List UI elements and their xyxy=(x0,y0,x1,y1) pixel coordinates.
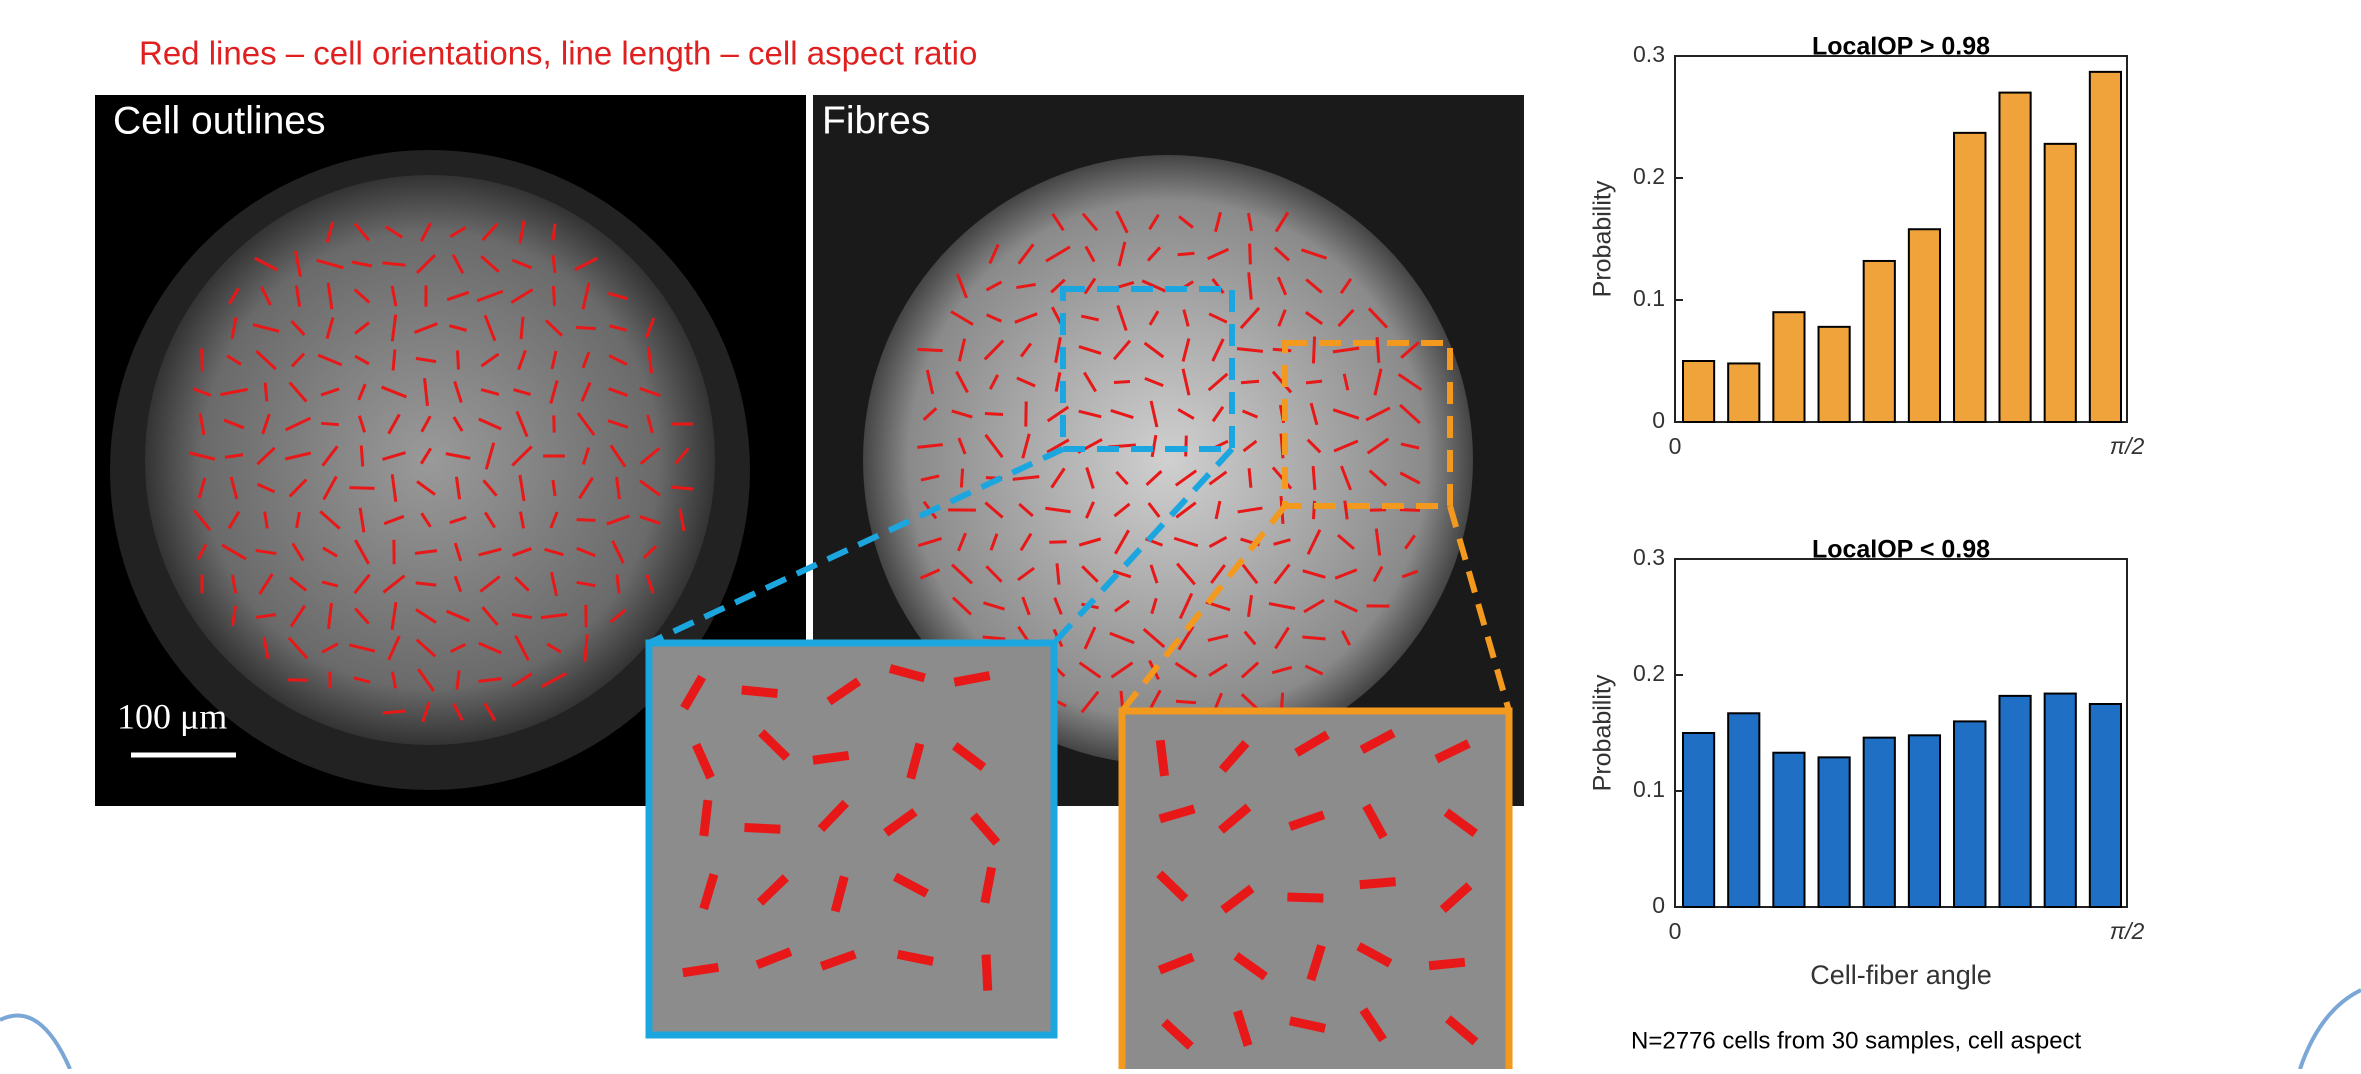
bar xyxy=(1819,757,1850,907)
y-tick-label: 0.3 xyxy=(1633,41,1665,67)
orientation-line xyxy=(393,350,395,371)
orientation-line xyxy=(361,446,362,467)
orientation-line xyxy=(1249,468,1251,487)
orientation-line xyxy=(917,349,942,350)
orientation-line xyxy=(1287,897,1323,898)
footnote: N=2776 cells from 30 samples, cell aspec… xyxy=(1631,1027,2082,1054)
orientation-line xyxy=(349,488,374,489)
orientation-line xyxy=(1360,882,1396,885)
orientation-line xyxy=(1302,637,1325,639)
x-tick-label: 0 xyxy=(1669,918,1682,944)
y-tick-label: 0 xyxy=(1652,892,1665,918)
orientation-line xyxy=(1176,701,1196,703)
bar xyxy=(1954,721,1985,907)
x-tick-label: π/2 xyxy=(2110,433,2145,459)
decor-arc xyxy=(0,1016,70,1069)
y-tick-label: 0 xyxy=(1652,407,1665,433)
y-tick-label: 0.3 xyxy=(1633,544,1665,570)
orientation-line xyxy=(1313,466,1315,490)
orientation-line xyxy=(553,224,555,240)
orientation-line xyxy=(983,637,1006,639)
orientation-line xyxy=(961,469,962,488)
orientation-line xyxy=(321,423,339,424)
y-tick-label: 0.2 xyxy=(1633,163,1665,189)
bar xyxy=(2090,704,2121,907)
orientation-line xyxy=(813,755,849,760)
bar xyxy=(1909,735,1940,907)
bar xyxy=(1683,361,1714,422)
orientation-line xyxy=(1370,510,1386,511)
bar xyxy=(1864,261,1895,422)
bar xyxy=(1728,713,1759,907)
y-tick-label: 0.1 xyxy=(1633,285,1665,311)
orientation-line xyxy=(383,711,406,713)
panel-label: Cell outlines xyxy=(113,99,325,142)
orientation-line xyxy=(1313,337,1314,364)
figure: Red lines – cell orientations, line leng… xyxy=(0,0,2361,1069)
bar xyxy=(1999,93,2030,422)
orientation-line xyxy=(521,317,523,339)
orientation-line xyxy=(577,520,596,521)
orientation-line xyxy=(1057,563,1059,584)
scale-bar-label: 100 μm xyxy=(117,696,227,736)
bar xyxy=(2090,72,2121,422)
bar xyxy=(1728,363,1759,422)
orientation-line xyxy=(1400,510,1420,511)
orientation-line xyxy=(1178,253,1195,254)
orientation-line xyxy=(986,955,988,991)
orientation-line xyxy=(1429,962,1465,966)
orientation-line xyxy=(458,351,459,370)
orientation-line xyxy=(744,828,780,830)
bar xyxy=(2045,694,2076,907)
orientation-line xyxy=(1306,381,1322,383)
annotation: Red lines – cell orientations, line leng… xyxy=(139,35,977,72)
chart-title: LocalOP > 0.98 xyxy=(1812,33,1990,61)
orientation-line xyxy=(617,575,619,594)
orientation-line xyxy=(742,690,778,694)
orientation-line xyxy=(553,286,554,306)
bar xyxy=(1864,738,1895,907)
x-tick-label: 0 xyxy=(1669,433,1682,459)
y-axis-label: Probability xyxy=(1589,180,1617,297)
decor-arc xyxy=(2300,990,2361,1069)
orientation-line xyxy=(1160,740,1164,776)
bar xyxy=(1999,696,2030,907)
bar xyxy=(1683,733,1714,907)
bar xyxy=(1773,753,1804,907)
orientation-line xyxy=(1377,337,1379,363)
orientation-line xyxy=(1241,381,1259,382)
orientation-line xyxy=(671,487,693,489)
bar xyxy=(1819,327,1850,422)
x-axis-label: Cell-fiber angle xyxy=(1810,960,1992,990)
y-axis-label: Probability xyxy=(1589,674,1617,791)
orientation-line xyxy=(553,480,555,496)
orientation-line xyxy=(553,255,555,273)
y-tick-label: 0.2 xyxy=(1633,660,1665,686)
bar xyxy=(1773,312,1804,422)
orientation-line xyxy=(1250,244,1251,265)
orientation-line xyxy=(576,327,596,328)
x-tick-label: π/2 xyxy=(2110,918,2145,944)
panel-label: Fibres xyxy=(822,99,930,142)
orientation-line xyxy=(265,383,267,402)
orientation-line xyxy=(202,349,203,372)
orientation-line xyxy=(683,967,719,972)
orientation-line xyxy=(704,800,708,836)
orientation-line xyxy=(985,413,1003,414)
bar xyxy=(1954,133,1985,422)
bar xyxy=(2045,144,2076,422)
chart-title: LocalOP < 0.98 xyxy=(1812,536,1990,564)
orientation-line xyxy=(1114,381,1130,382)
bar xyxy=(1909,229,1940,422)
orientation-line xyxy=(382,263,405,265)
y-tick-label: 0.1 xyxy=(1633,776,1665,802)
